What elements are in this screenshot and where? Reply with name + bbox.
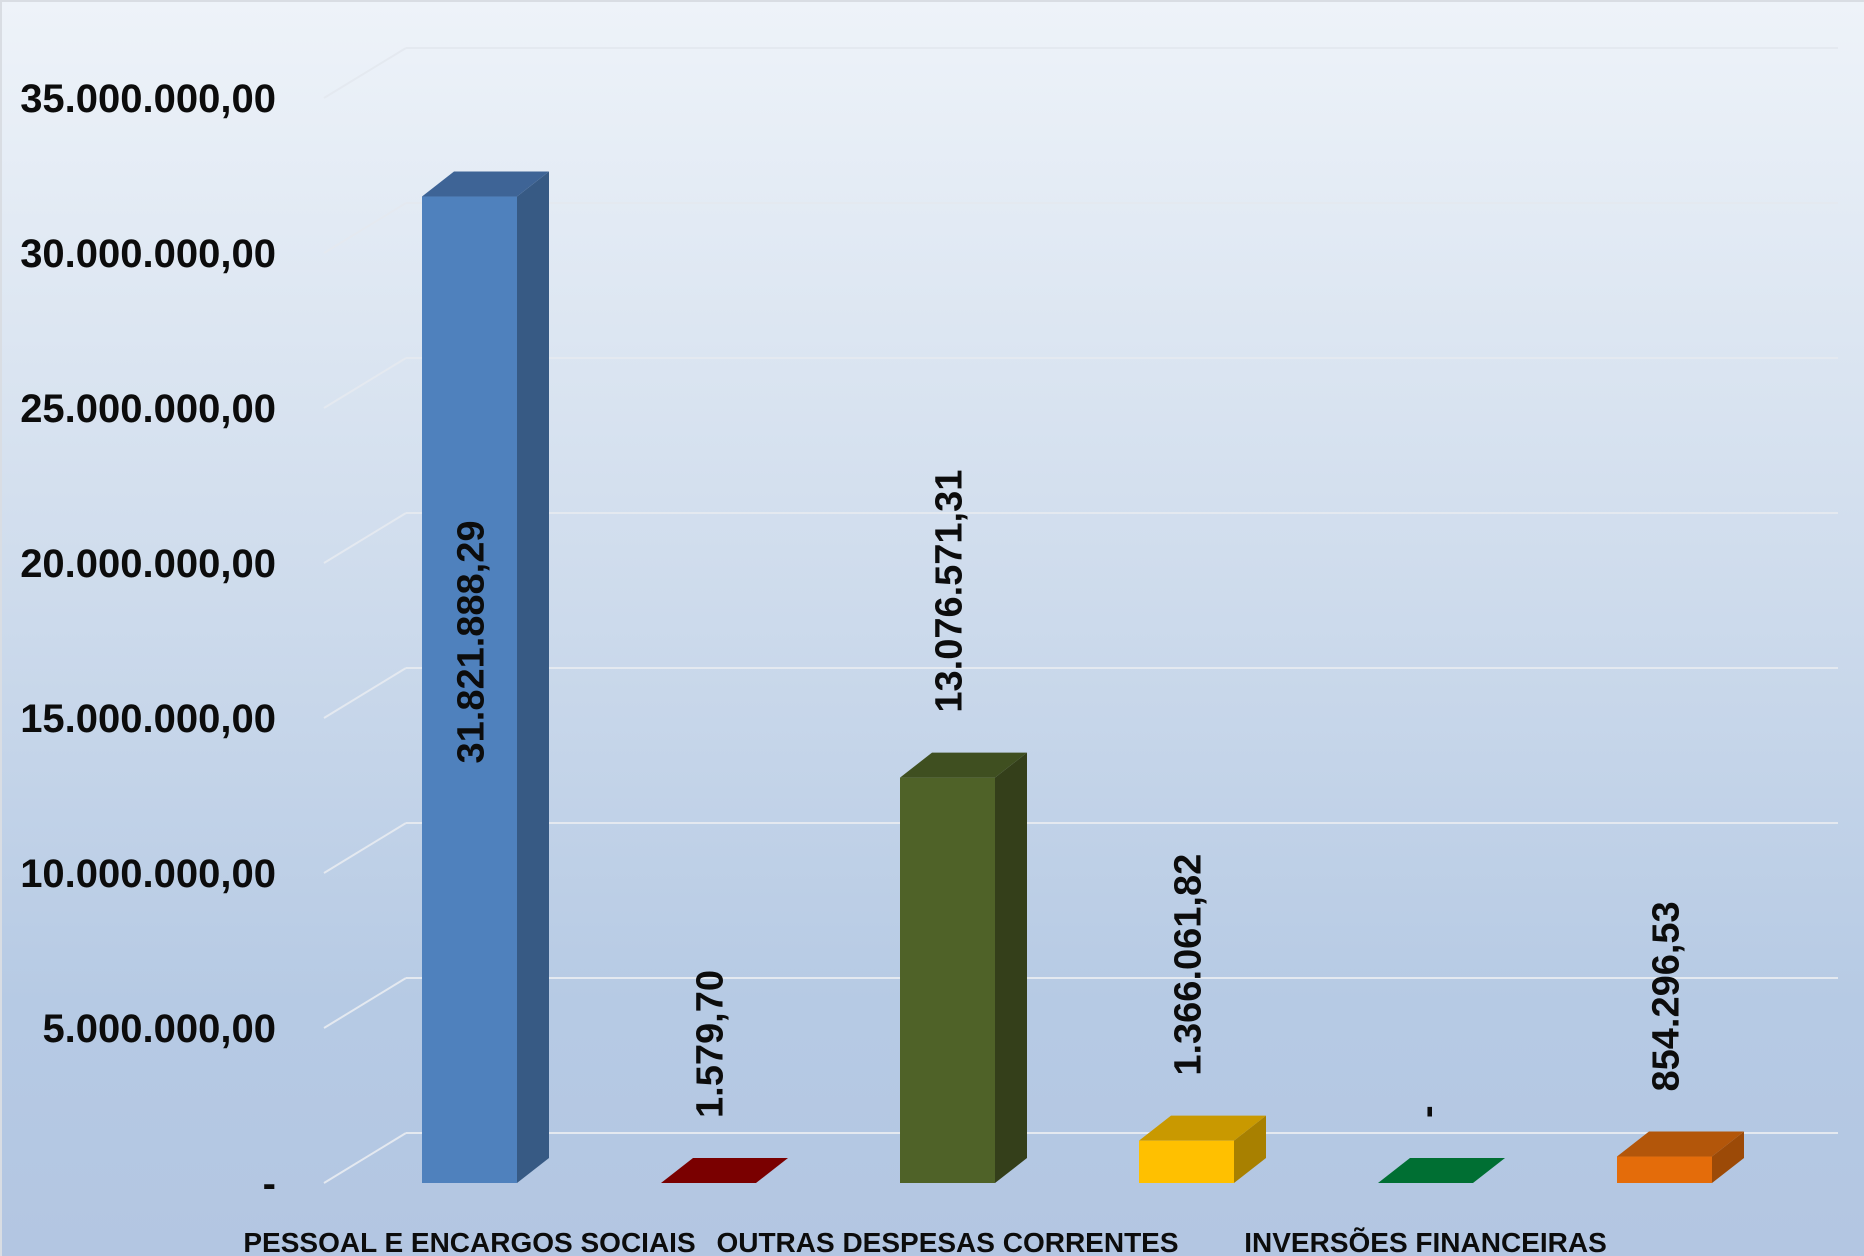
gridlines xyxy=(323,47,1838,1184)
bar xyxy=(900,752,1027,1183)
bar xyxy=(1139,1115,1266,1183)
gridline-diagonal xyxy=(323,667,407,719)
bar xyxy=(422,171,549,1183)
category-label: OUTRAS DESPESAS CORRENTES xyxy=(716,1227,1178,1256)
bar xyxy=(1617,1131,1744,1183)
y-tick-label: 5.000.000,00 xyxy=(42,1007,276,1051)
data-label: 1.366.061,82 xyxy=(1168,854,1210,1076)
y-tick-label: 35.000.000,00 xyxy=(20,77,276,121)
bar-side xyxy=(995,752,1027,1183)
data-label: 13.076.571,31 xyxy=(929,470,971,713)
y-axis-tick-labels: - 5.000.000,00 10.000.000,00 15.000.000,00 2… xyxy=(20,77,276,1206)
y-tick-label: 10.000.000,00 xyxy=(20,852,276,896)
bar-front xyxy=(1617,1156,1712,1183)
gridline-diagonal xyxy=(323,512,407,564)
bar-side xyxy=(756,1157,788,1183)
bar-side xyxy=(1234,1115,1266,1183)
data-labels: 31.821.888,29 1.579,70 13.076.571,31 1.366.… xyxy=(451,470,1688,1118)
bar xyxy=(1378,1158,1505,1183)
bar-front xyxy=(422,196,517,1183)
gridline-diagonal xyxy=(323,1132,407,1184)
data-label: 31.821.888,29 xyxy=(451,520,493,763)
bar-top xyxy=(900,752,1027,778)
gridline-diagonal xyxy=(323,357,407,409)
bar-side xyxy=(517,171,549,1183)
gridline-diagonal xyxy=(323,47,407,99)
bar-top xyxy=(422,171,549,197)
y-tick-label: 20.000.000,00 xyxy=(20,542,276,586)
data-label: 854.296,53 xyxy=(1646,901,1688,1091)
gridline-diagonal xyxy=(323,977,407,1029)
bar-top xyxy=(1617,1131,1744,1157)
data-label: - xyxy=(1407,1105,1449,1118)
y-tick-label: 25.000.000,00 xyxy=(20,387,276,431)
category-labels: PESSOAL E ENCARGOS SOCIAIS OUTRAS DESPESA… xyxy=(243,1227,1606,1256)
bar-top xyxy=(1378,1158,1505,1183)
gridline-diagonal xyxy=(323,202,407,254)
y-tick-label: - xyxy=(263,1162,276,1206)
y-tick-label: 30.000.000,00 xyxy=(20,232,276,276)
bar-top xyxy=(661,1157,788,1183)
gridline-diagonal xyxy=(323,822,407,874)
bar-front xyxy=(900,777,995,1183)
category-label: INVERSÕES FINANCEIRAS xyxy=(1244,1227,1607,1256)
data-label: 1.579,70 xyxy=(690,970,732,1118)
category-label: PESSOAL E ENCARGOS SOCIAIS xyxy=(243,1227,695,1256)
bar-side xyxy=(1712,1131,1744,1183)
y-tick-label: 15.000.000,00 xyxy=(20,697,276,741)
bar-top xyxy=(1139,1115,1266,1141)
bar xyxy=(661,1157,788,1183)
bar-front xyxy=(1139,1140,1234,1183)
bars xyxy=(422,171,1744,1183)
